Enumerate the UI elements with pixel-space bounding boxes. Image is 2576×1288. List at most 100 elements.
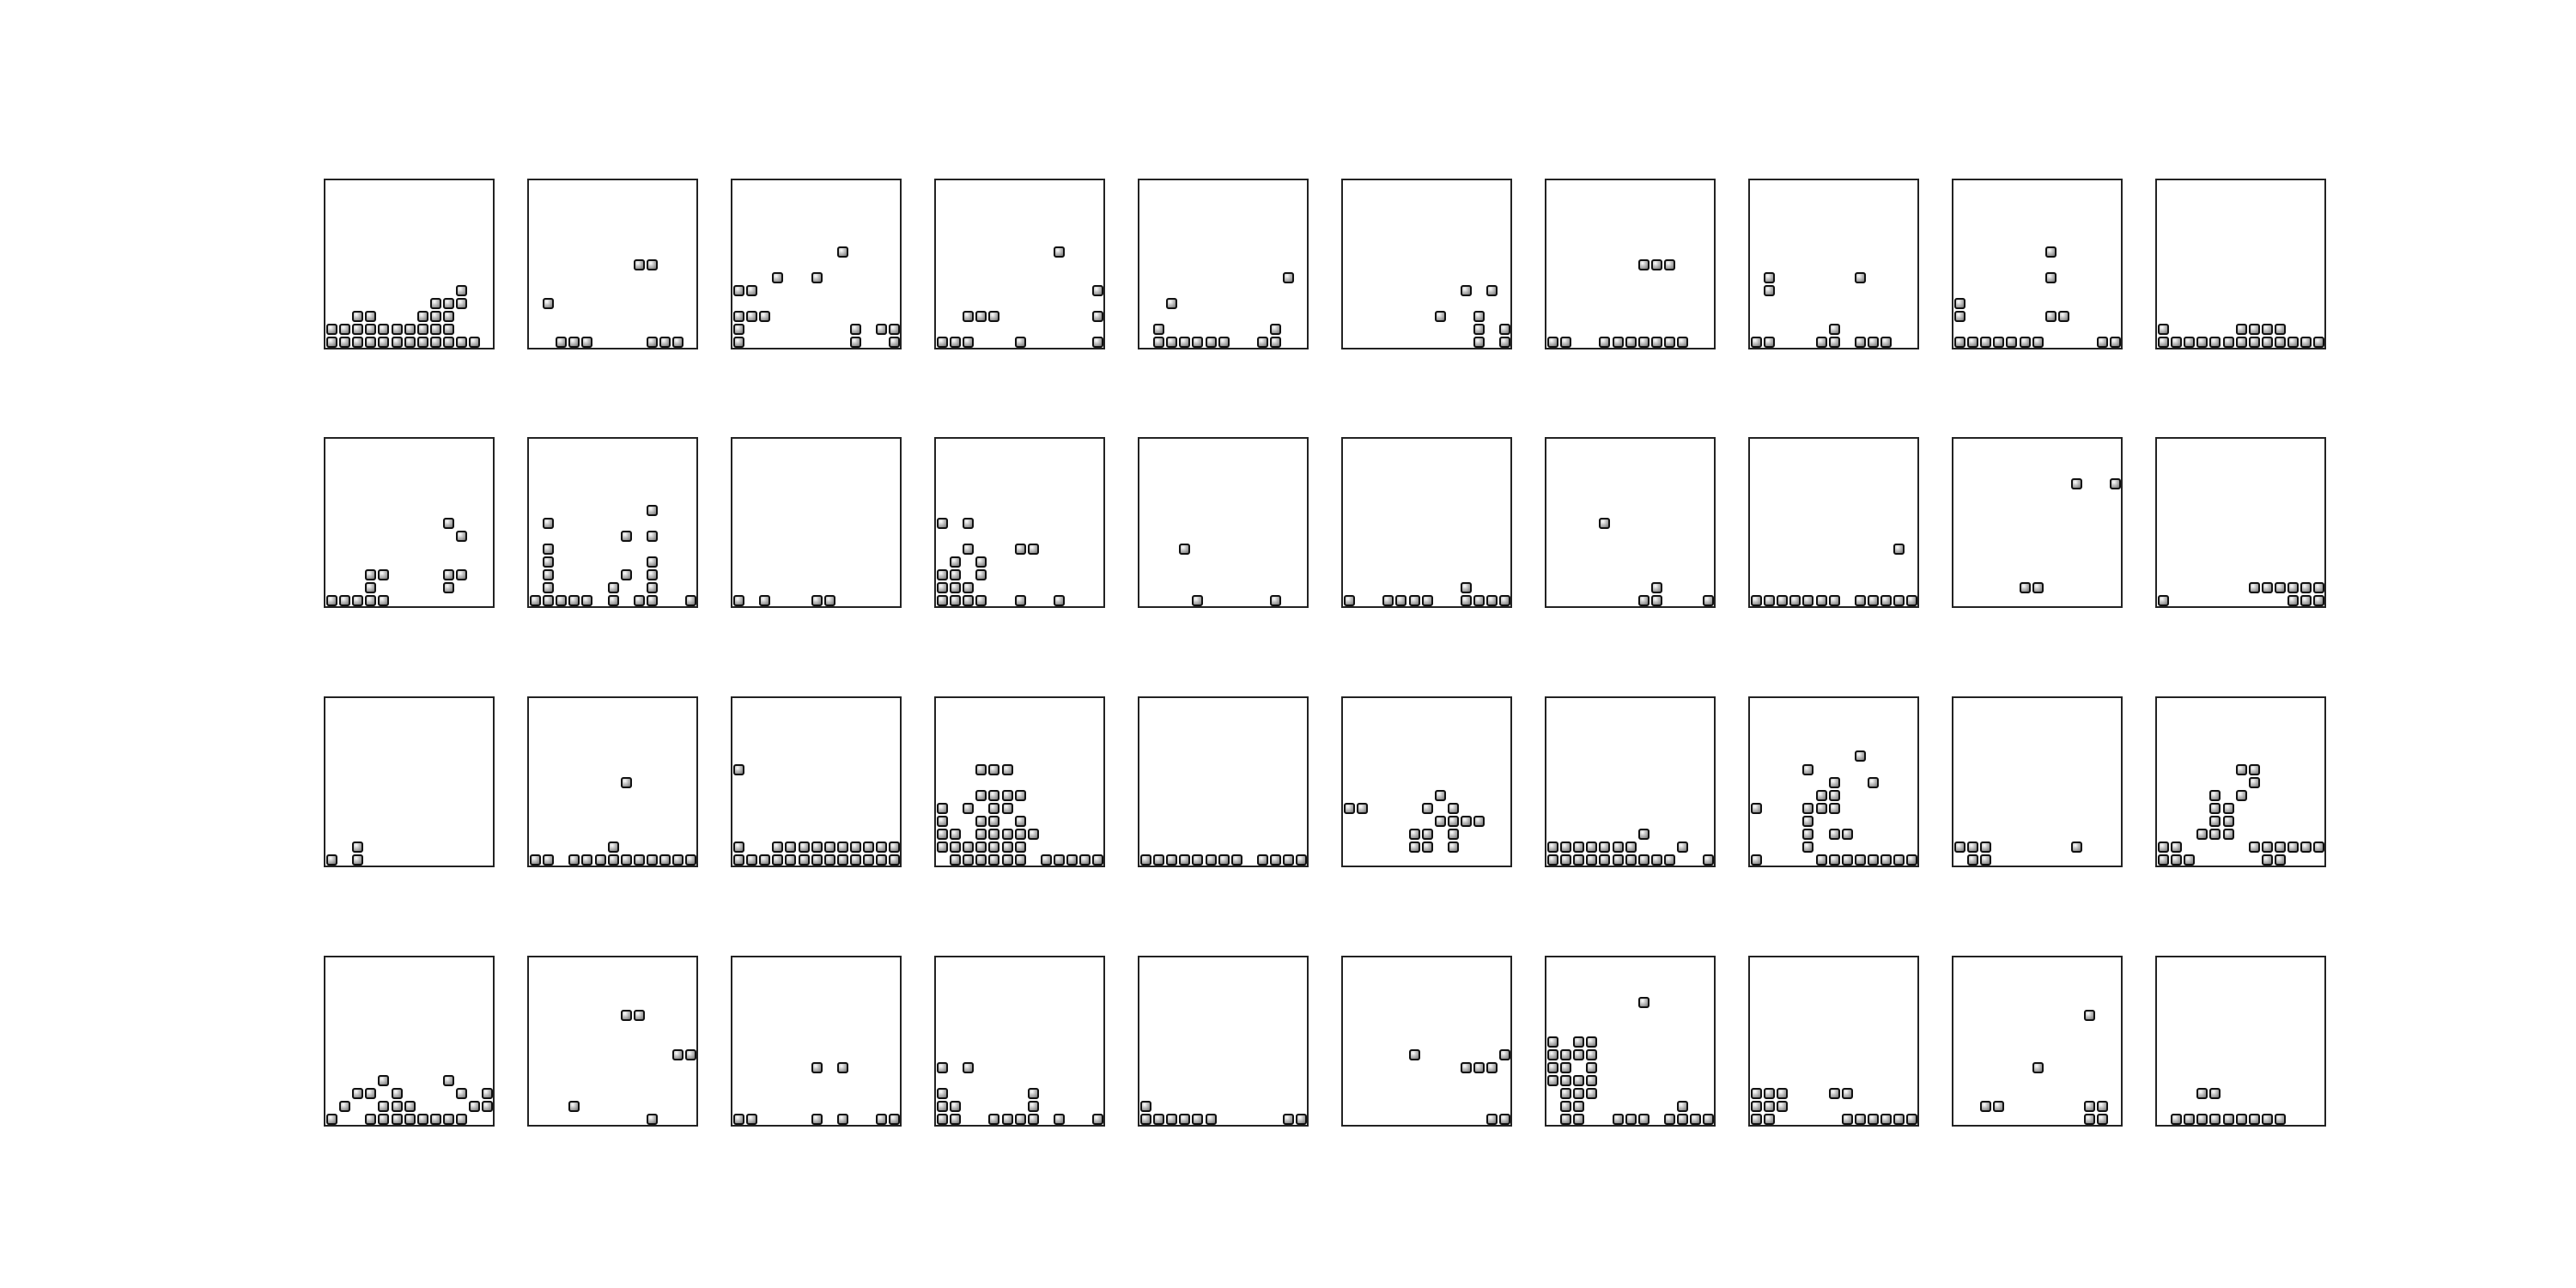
block-icon [378,1101,390,1113]
block-icon [1854,1114,1866,1125]
block-icon [1625,1114,1637,1125]
block-icon [1256,854,1268,866]
block-icon [1421,802,1433,814]
block-icon [2032,1061,2044,1073]
block-icon [975,556,987,568]
block-icon [633,595,645,606]
block-icon [1906,595,1917,606]
block-icon [798,854,810,866]
block-icon [849,337,861,348]
block-icon [1079,854,1091,866]
block-icon [1880,854,1892,866]
block-icon [1751,595,1762,606]
block-icon [1434,789,1446,801]
block-icon [889,1114,900,1125]
block-icon [1650,337,1662,348]
block-icon [1880,1114,1892,1125]
block-icon [1001,789,1013,801]
block-icon [1867,854,1879,866]
block-icon [1092,337,1103,348]
block-icon [2209,1114,2221,1125]
block-icon [1499,1114,1510,1125]
block-icon [733,854,744,866]
block-icon [1980,1101,1992,1113]
block-icon [2235,324,2247,336]
board-37 [1545,956,1716,1127]
block-icon [456,1088,467,1099]
block-icon [1867,337,1879,348]
block-icon [1421,841,1433,854]
block-icon [975,854,987,866]
board-4 [934,179,1105,349]
block-icon [581,595,593,606]
board-19 [1952,437,2123,608]
block-icon [530,595,541,606]
block-icon [759,854,771,866]
block-icon [2184,854,2196,866]
block-icon [2261,337,2273,348]
block-icon [1751,1101,1762,1113]
block-icon [456,1114,467,1125]
block-icon [2300,337,2312,348]
block-icon [646,530,658,542]
block-icon [836,246,848,258]
block-icon [2158,841,2169,854]
block-icon [950,337,962,348]
block-icon [378,324,390,336]
block-icon [1140,1101,1151,1113]
block-icon [1573,1114,1585,1125]
block-icon [889,841,900,854]
block-icon [646,854,658,866]
block-icon [1993,1101,2005,1113]
block-icon [1395,595,1407,606]
block-icon [876,854,888,866]
block-icon [365,595,377,606]
block-icon [772,841,784,854]
block-icon [1751,1088,1762,1099]
block-icon [1777,1088,1789,1099]
block-icon [391,1114,403,1125]
block-icon [1954,297,1965,309]
block-icon [2300,841,2312,854]
block-icon [836,1061,848,1073]
block-icon [2287,582,2299,594]
block-icon [1296,854,1307,866]
block-icon [1270,595,1281,606]
block-icon [988,1114,1000,1125]
block-icon [889,854,900,866]
block-icon [1586,854,1598,866]
board-16 [1341,437,1512,608]
board-40 [2155,956,2326,1127]
block-icon [365,337,377,348]
block-icon [339,1101,351,1113]
board-31 [324,956,495,1127]
block-icon [1828,854,1840,866]
block-icon [1573,1101,1585,1113]
block-icon [2248,337,2260,348]
block-icon [556,337,568,348]
block-icon [2313,337,2324,348]
block-icon [1014,543,1026,555]
block-icon [469,1101,481,1113]
block-icon [963,543,975,555]
board-11 [324,437,495,608]
block-icon [950,582,962,594]
block-icon [2261,582,2273,594]
block-icon [1460,595,1472,606]
block-icon [1867,1114,1879,1125]
block-icon [975,595,987,606]
board-15 [1138,437,1309,608]
block-icon [2044,246,2057,258]
block-icon [937,337,948,348]
block-icon [365,1088,377,1099]
block-icon [442,324,454,336]
block-icon [1751,337,1762,348]
block-icon [963,595,975,606]
block-icon [352,324,364,336]
block-icon [1001,763,1013,775]
board-24 [934,696,1105,867]
block-icon [1828,324,1840,336]
block-icon [391,1088,403,1099]
block-icon [1764,337,1776,348]
block-icon [1612,854,1624,866]
